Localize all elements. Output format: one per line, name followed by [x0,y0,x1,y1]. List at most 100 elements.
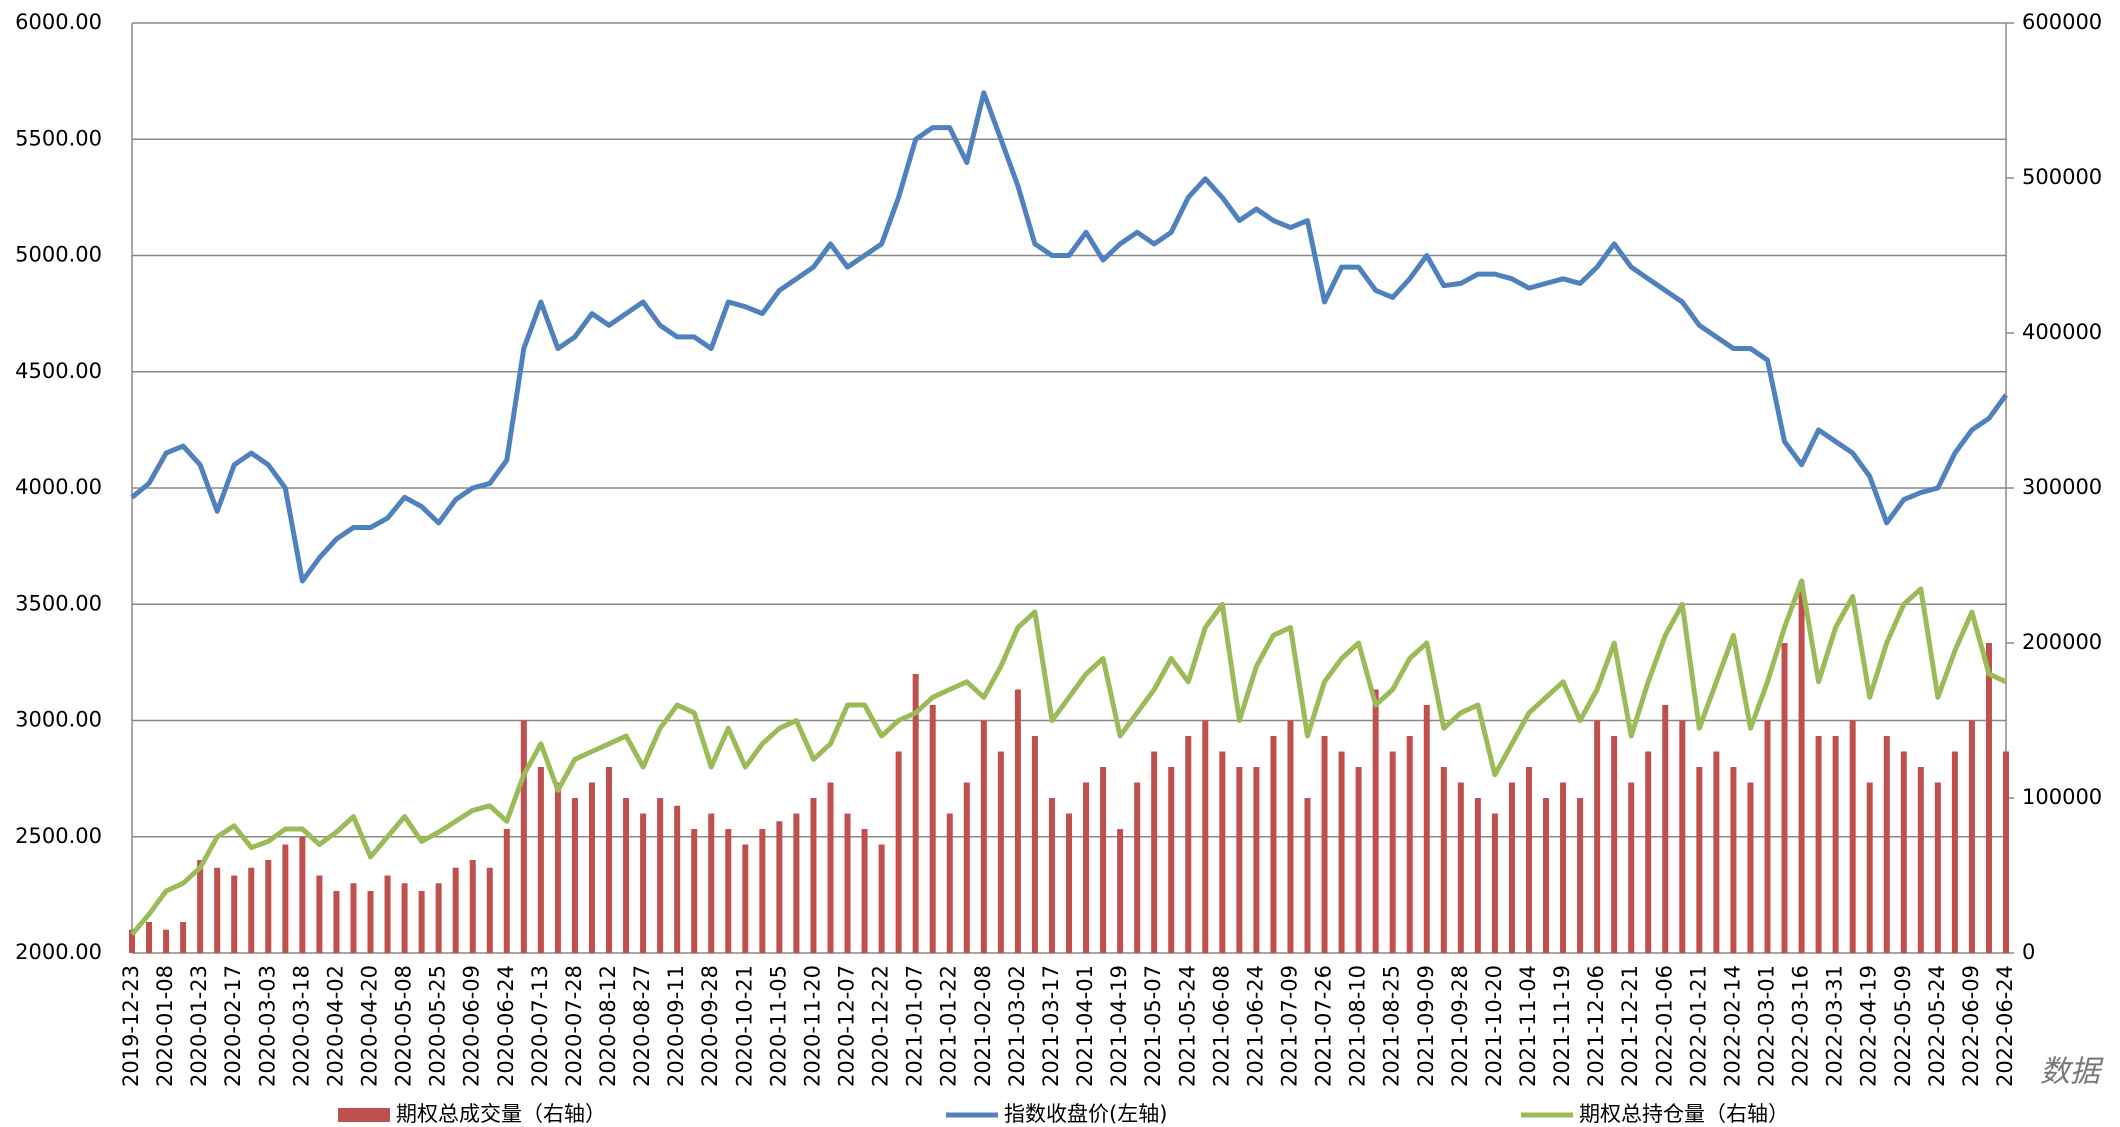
bar [1985,643,1992,953]
bar [1611,736,1618,953]
legend-label: 指数收盘价(左轴) [1004,1102,1167,1126]
bar [1014,689,1021,953]
bar [384,875,391,953]
bar [827,782,834,953]
line [130,90,2009,584]
bar [691,829,698,953]
bar [929,705,936,953]
bar [1185,736,1192,953]
x-tick-label: 2021-04-19 [1107,965,1131,1087]
x-tick-label: 2020-12-22 [869,965,893,1087]
x-tick-label: 2020-03-03 [255,965,279,1087]
x-tick-label: 2021-07-09 [1277,965,1301,1087]
x-tick-label: 2020-08-12 [596,965,620,1087]
y-tick-label: 2000.00 [15,940,102,964]
x-tick-label: 2020-10-21 [732,965,756,1087]
bar [1083,782,1090,953]
bar [163,929,170,953]
bar [452,867,459,953]
x-tick-label: 2022-06-09 [1959,965,1983,1087]
bar [674,805,681,953]
bar [1423,705,1430,953]
bar [2003,751,2009,953]
bar [1543,798,1550,953]
x-tick-label: 2020-03-18 [289,965,313,1087]
x-tick-label: 2022-03-01 [1754,965,1778,1087]
bar [1508,782,1515,953]
bar [1781,643,1788,953]
bar [1968,720,1975,953]
x-tick-label: 2022-03-16 [1789,965,1813,1087]
x-tick-label: 2022-03-31 [1823,965,1847,1087]
y-tick-label: 4500.00 [15,359,102,383]
x-tick-label: 2020-01-23 [187,965,211,1087]
x-tick-label: 2020-04-20 [358,965,382,1087]
x-tick-label: 2021-09-09 [1414,965,1438,1087]
bar [1662,705,1669,953]
bar [1764,720,1771,953]
bar [1457,782,1464,953]
bar [776,821,783,953]
y2-tick-label: 400000 [2022,320,2102,344]
y-tick-label: 4000.00 [15,475,102,499]
bar [1321,736,1328,953]
x-tick-label: 2020-11-05 [766,965,790,1087]
bar [503,829,510,953]
x-tick-label: 2021-12-21 [1618,965,1642,1087]
y2-tick-label: 300000 [2022,475,2102,499]
x-tick-label: 2022-01-06 [1652,965,1676,1087]
bar [1798,581,1805,953]
x-tick-label: 2021-03-17 [1039,965,1063,1087]
x-tick-label: 2022-06-24 [1993,965,2017,1087]
bar [1253,767,1260,953]
bar [1100,767,1107,953]
x-tick-label: 2020-08-27 [630,965,654,1087]
bar [657,798,664,953]
x-tick-label: 2021-03-02 [1005,965,1029,1087]
y2-tick-label: 0 [2022,940,2035,964]
bar [1202,720,1209,953]
legend-swatch [338,1108,390,1122]
bar [1270,736,1277,953]
y-tick-label: 3000.00 [15,708,102,732]
x-tick-label: 2021-04-01 [1073,965,1097,1087]
bar [350,883,357,953]
line [130,578,2008,937]
bar [1219,751,1226,953]
bar [282,844,289,953]
bar [469,860,476,953]
y2-tick-label: 500000 [2022,165,2102,189]
bar [129,929,135,953]
y-tick-label: 3500.00 [15,591,102,615]
bar [1525,767,1532,953]
x-tick-label: 2021-01-07 [903,965,927,1087]
bar [537,767,544,953]
bar [1287,720,1294,953]
x-tick-label: 2020-06-09 [460,965,484,1087]
bar [1372,689,1379,953]
bar [708,813,715,953]
bar [1066,813,1072,953]
bar [1730,767,1737,953]
x-tick-label: 2020-11-20 [800,965,824,1087]
x-tick-label: 2020-05-25 [426,965,450,1087]
bar [895,751,902,953]
bar [912,674,919,953]
bar [197,860,204,953]
x-tick-label: 2020-09-28 [698,965,722,1087]
x-tick-label: 2019-12-23 [119,965,143,1087]
bar [725,829,732,953]
x-tick-label: 2021-07-26 [1312,965,1336,1087]
bar [214,867,221,953]
bar [1815,736,1822,953]
watermark: 数据 [2040,1055,2104,1090]
x-tick-label: 2020-04-02 [323,965,347,1087]
bar [759,829,766,953]
bar [1628,782,1635,953]
bar [1747,782,1754,953]
x-tick-label: 2021-06-24 [1243,965,1267,1087]
bar [997,751,1004,953]
bar [1713,751,1720,953]
bar [1560,782,1567,953]
x-tick-label: 2021-08-25 [1380,965,1404,1087]
